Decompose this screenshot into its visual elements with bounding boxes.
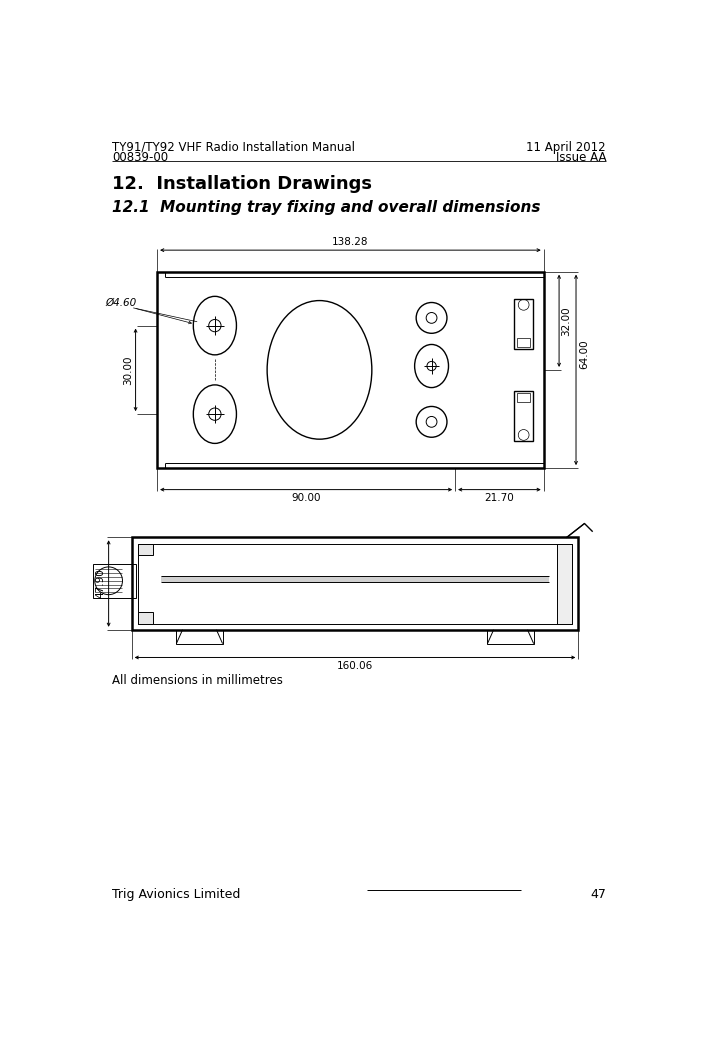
Text: 12.  Installation Drawings: 12. Installation Drawings bbox=[112, 176, 372, 193]
Text: 90.00: 90.00 bbox=[292, 493, 321, 504]
Text: 11 April 2012: 11 April 2012 bbox=[526, 141, 606, 154]
Text: 00839-00: 00839-00 bbox=[112, 150, 169, 164]
Text: Issue AA: Issue AA bbox=[556, 150, 606, 164]
Bar bbox=[138, 543, 572, 624]
Text: Ø4.60: Ø4.60 bbox=[105, 298, 137, 308]
Bar bbox=[93, 564, 135, 598]
Bar bbox=[161, 576, 549, 582]
Bar bbox=[138, 543, 154, 555]
Text: 138.28: 138.28 bbox=[332, 237, 369, 247]
Bar bbox=[157, 272, 544, 468]
Text: 32.00: 32.00 bbox=[562, 306, 571, 335]
Bar bbox=[138, 612, 154, 624]
Text: 21.70: 21.70 bbox=[484, 493, 515, 504]
Bar bbox=[517, 338, 530, 347]
Bar bbox=[487, 630, 533, 644]
Text: 30.00: 30.00 bbox=[123, 355, 133, 385]
Text: 64.00: 64.00 bbox=[579, 340, 589, 369]
Bar bbox=[557, 543, 572, 624]
Text: 47: 47 bbox=[590, 888, 606, 901]
Text: Trig Avionics Limited: Trig Avionics Limited bbox=[112, 888, 241, 901]
Bar bbox=[515, 299, 533, 349]
Bar bbox=[132, 537, 578, 630]
Text: 12.1  Mounting tray fixing and overall dimensions: 12.1 Mounting tray fixing and overall di… bbox=[112, 200, 541, 215]
Bar bbox=[177, 630, 223, 644]
Text: TY91/TY92 VHF Radio Installation Manual: TY91/TY92 VHF Radio Installation Manual bbox=[112, 141, 355, 154]
Bar bbox=[515, 391, 533, 441]
Bar bbox=[517, 393, 530, 402]
Text: 47.90: 47.90 bbox=[95, 568, 106, 599]
Text: All dimensions in millimetres: All dimensions in millimetres bbox=[112, 674, 283, 688]
Text: 160.06: 160.06 bbox=[337, 661, 373, 671]
